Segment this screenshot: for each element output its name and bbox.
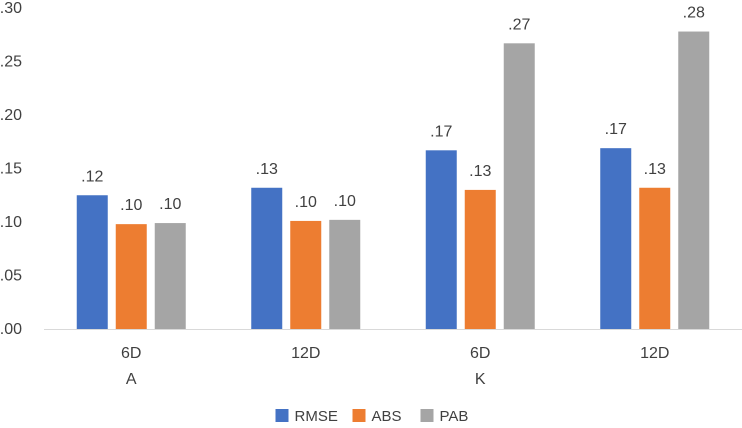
bar-rmse xyxy=(251,187,283,329)
bar-abs xyxy=(464,189,496,329)
legend-swatch-pab xyxy=(420,409,434,422)
bar-abs xyxy=(639,187,671,329)
y-axis-ticks: .00 .05 .10 .15 .20 .25 .30 xyxy=(0,0,22,338)
data-label: .28 xyxy=(683,5,705,22)
x-category-label: 12D xyxy=(291,345,320,362)
data-label: .10 xyxy=(334,193,356,210)
y-tick-label: .00 xyxy=(0,321,22,338)
data-labels: .12 .10 .10 .13 .10 .10 .17 .13 .27 .17 .13 .28 xyxy=(81,5,705,215)
data-label: .13 xyxy=(644,161,666,178)
legend: RMSE ABS PAB xyxy=(275,408,469,425)
legend-label: RMSE xyxy=(295,408,338,425)
y-tick-label: .15 xyxy=(0,161,22,178)
legend-label: PAB xyxy=(440,408,469,425)
bar-pab xyxy=(678,31,710,329)
data-label: .12 xyxy=(81,168,103,185)
legend-label: ABS xyxy=(372,408,402,425)
legend-swatch-abs xyxy=(352,409,366,422)
data-label: .13 xyxy=(469,163,491,180)
data-label: .10 xyxy=(159,196,181,213)
data-label: .27 xyxy=(508,16,530,33)
y-tick-label: .20 xyxy=(0,107,22,124)
bar-pab xyxy=(503,43,535,330)
data-label: .17 xyxy=(430,123,452,140)
data-label: .10 xyxy=(295,194,317,211)
y-tick-label: .25 xyxy=(0,54,22,71)
data-label: .17 xyxy=(605,121,627,138)
bar-pab xyxy=(329,219,361,329)
x-category-label: 6D xyxy=(470,345,490,362)
bar-pab xyxy=(154,223,186,329)
bars xyxy=(76,31,710,330)
bar-abs xyxy=(115,224,147,329)
x-group-label: A xyxy=(126,371,137,388)
bar-rmse xyxy=(76,195,108,329)
bar-abs xyxy=(290,220,322,329)
y-tick-label: .10 xyxy=(0,214,22,231)
data-label: .13 xyxy=(256,161,278,178)
category-labels: 6D 12D 6D 12D xyxy=(121,345,669,362)
bar-rmse xyxy=(600,148,632,329)
y-tick-label: .05 xyxy=(0,268,22,285)
y-tick-label: .30 xyxy=(0,0,22,17)
data-label: .10 xyxy=(120,197,142,214)
x-category-label: 6D xyxy=(121,345,141,362)
bar-rmse xyxy=(425,150,457,329)
x-group-label: K xyxy=(475,371,486,388)
x-category-label: 12D xyxy=(640,345,669,362)
legend-swatch-rmse xyxy=(275,409,289,422)
